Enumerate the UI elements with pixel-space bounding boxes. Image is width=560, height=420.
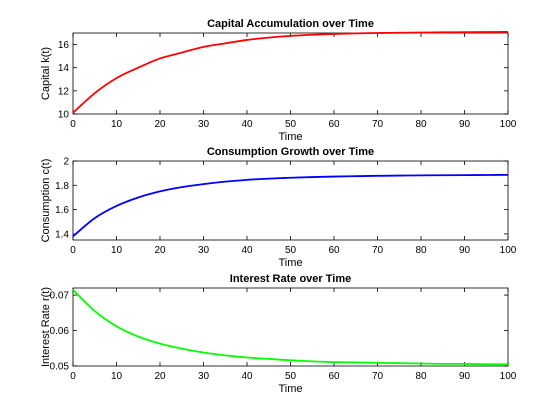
- interest-xtick-label: 40: [241, 371, 253, 382]
- capital-series-line: [72, 30, 509, 114]
- capital-title: Capital Accumulation over Time: [207, 18, 374, 30]
- capital-ytick-label: 12: [58, 86, 70, 97]
- capital-xtick-label: 80: [415, 119, 427, 130]
- capital-ytick-label: 14: [58, 63, 70, 74]
- consumption-ylabel: Consumption c(t): [40, 159, 52, 243]
- capital-xtick-label: 100: [500, 119, 517, 130]
- interest-xtick-label: 100: [500, 371, 517, 382]
- capital-xtick-label: 50: [285, 119, 297, 130]
- capital-xtick-label: 40: [241, 119, 253, 130]
- consumption-series-line: [72, 173, 509, 238]
- interest-xtick-label: 90: [459, 371, 471, 382]
- interest-xtick-label: 10: [111, 371, 123, 382]
- interest-title: Interest Rate over Time: [230, 273, 351, 285]
- interest-xtick-label: 30: [198, 371, 210, 382]
- consumption-xtick-label: 30: [198, 245, 210, 256]
- consumption-xtick-label: 0: [70, 245, 76, 256]
- interest-xtick-label: 0: [70, 371, 76, 382]
- consumption-ytick-label: 2: [63, 157, 69, 168]
- consumption-xtick-label: 50: [285, 245, 297, 256]
- consumption-title: Consumption Growth over Time: [207, 146, 374, 158]
- interest-xtick-label: 70: [372, 371, 384, 382]
- consumption-xlabel: Time: [278, 257, 302, 269]
- capital-ytick-label: 10: [58, 110, 70, 121]
- consumption-xtick-label: 80: [415, 245, 427, 256]
- consumption-xtick-label: 10: [111, 245, 123, 256]
- consumption-xtick-label: 90: [459, 245, 471, 256]
- consumption-ytick-label: 1.6: [55, 205, 69, 216]
- interest-ylabel: Interest Rate r(t): [40, 287, 52, 367]
- consumption-xtick-label: 70: [372, 245, 384, 256]
- capital-xlabel: Time: [278, 131, 302, 143]
- capital-axes: [72, 32, 509, 115]
- capital-xtick-label: 0: [70, 119, 76, 130]
- capital-xtick-label: 10: [111, 119, 123, 130]
- interest-ytick-label: 0.07: [50, 291, 70, 302]
- capital-ytick-label: 16: [58, 40, 70, 51]
- consumption-xtick-label: 40: [241, 245, 253, 256]
- consumption-xtick-label: 100: [500, 245, 517, 256]
- interest-series-line: [72, 289, 509, 366]
- consumption-axes: [72, 160, 509, 241]
- consumption-xtick-label: 60: [328, 245, 340, 256]
- capital-xtick-label: 60: [328, 119, 340, 130]
- interest-ytick-label: 0.06: [50, 326, 70, 337]
- subplot-interest: Interest Rate over Time 0 10 20 30 40 50 60 70 80…: [40, 273, 517, 395]
- interest-axes: [72, 287, 509, 367]
- interest-xtick-label: 60: [328, 371, 340, 382]
- interest-ytick-label: 0.05: [50, 362, 70, 373]
- subplot-consumption: Consumption Growth over Time 0 10 20 30 40 50 6…: [40, 146, 517, 269]
- consumption-xtick-label: 20: [154, 245, 166, 256]
- capital-xtick-label: 30: [198, 119, 210, 130]
- consumption-ytick-label: 1.4: [55, 229, 69, 240]
- capital-xtick-label: 90: [459, 119, 471, 130]
- interest-xlabel: Time: [278, 383, 302, 395]
- capital-xtick-label: 20: [154, 119, 166, 130]
- interest-xtick-label: 80: [415, 371, 427, 382]
- interest-xtick-label: 50: [285, 371, 297, 382]
- capital-ylabel: Capital k(t): [40, 47, 52, 100]
- capital-xtick-label: 70: [372, 119, 384, 130]
- interest-xtick-label: 20: [154, 371, 166, 382]
- consumption-ytick-label: 1.8: [55, 181, 69, 192]
